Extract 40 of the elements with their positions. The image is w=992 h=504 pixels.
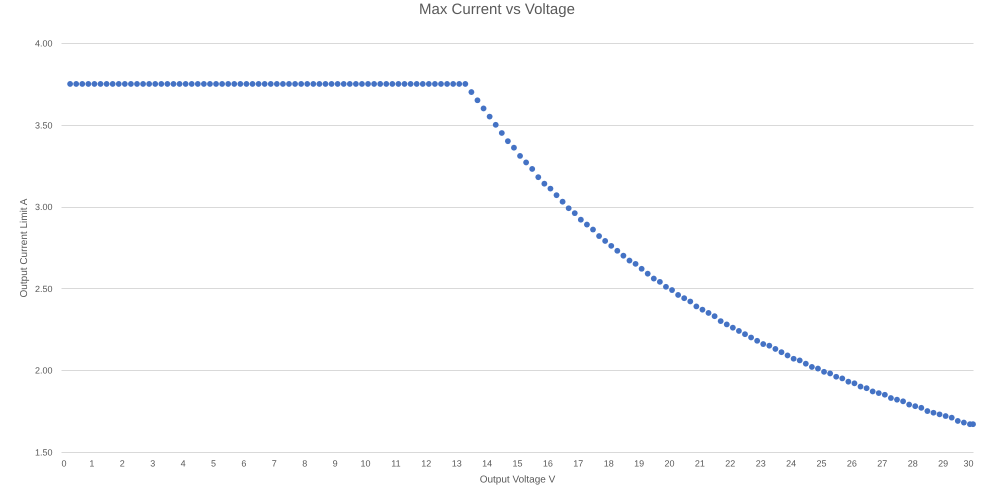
x-tick-label: 14 [482, 458, 492, 468]
x-tick-label: 27 [877, 458, 888, 468]
x-tick-label: 29 [938, 458, 948, 468]
y-tick-label: 1.50 [34, 448, 52, 458]
x-tick-label: 17 [573, 458, 584, 468]
x-tick-label: 0 [62, 458, 67, 468]
x-tick-label: 8 [302, 458, 308, 468]
x-tick-label: 30 [963, 458, 974, 468]
x-tick-label: 11 [391, 458, 401, 468]
y-axis-title: Output Current Limit A [18, 198, 30, 298]
y-tick-label: 4.00 [34, 38, 52, 48]
chart-title: Max Current vs Voltage [419, 1, 575, 18]
x-tick-label: 21 [694, 458, 705, 468]
x-tick-label: 6 [241, 458, 246, 468]
x-axis-title: Output Voltage V [480, 474, 556, 486]
x-tick-label: 9 [332, 458, 338, 468]
x-tick-label: 15 [512, 458, 523, 468]
x-tick-label: 5 [210, 458, 216, 468]
y-tick-label: 3.50 [34, 120, 52, 130]
x-tick-label: 2 [120, 458, 125, 468]
x-tick-label: 1 [89, 458, 94, 468]
x-tick-label: 19 [634, 458, 644, 468]
y-tick-label: 2.50 [34, 284, 52, 294]
x-tick-label: 10 [360, 458, 371, 468]
y-tick-label: 2.00 [34, 366, 52, 376]
x-tick-label: 28 [908, 458, 918, 468]
x-tick-label: 3 [150, 458, 156, 468]
x-tick-label: 18 [604, 458, 614, 468]
x-tick-label: 20 [664, 458, 675, 468]
x-tick-label: 16 [542, 458, 553, 468]
x-tick-label: 13 [452, 458, 462, 468]
x-tick-label: 26 [846, 458, 857, 468]
x-tick-label: 24 [786, 458, 796, 468]
x-tick-label: 4 [180, 458, 186, 468]
x-tick-label: 22 [725, 458, 736, 468]
x-tick-label: 12 [421, 458, 432, 468]
x-tick-label: 25 [816, 458, 827, 468]
x-tick-label: 7 [272, 458, 277, 468]
x-tick-label: 23 [756, 458, 766, 468]
y-tick-label: 3.00 [34, 202, 52, 212]
